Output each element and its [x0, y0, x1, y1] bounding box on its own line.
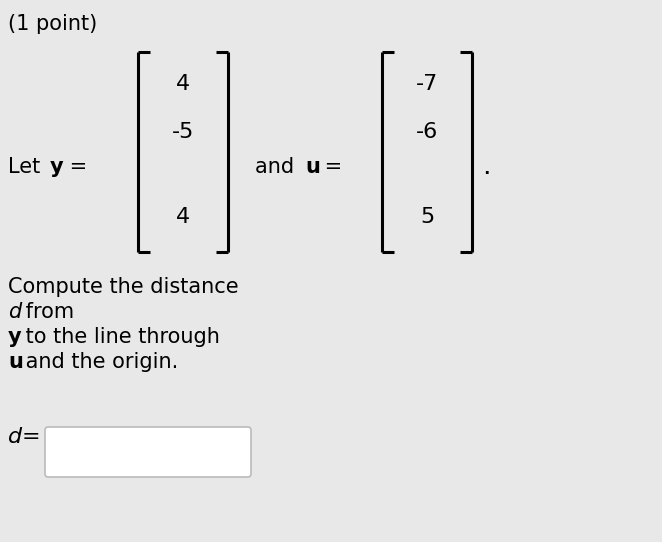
Text: 5: 5: [420, 207, 434, 227]
Text: u: u: [305, 157, 320, 177]
Text: -5: -5: [172, 122, 194, 142]
Text: to the line through: to the line through: [19, 327, 220, 347]
Text: d: d: [8, 302, 21, 322]
Text: from: from: [19, 302, 74, 322]
Text: =: =: [63, 157, 87, 177]
Text: 4: 4: [176, 74, 190, 94]
Text: d: d: [8, 427, 22, 447]
Text: =: =: [22, 427, 40, 447]
Text: 4: 4: [176, 207, 190, 227]
Text: =: =: [318, 157, 342, 177]
Text: u: u: [8, 352, 23, 372]
Text: y: y: [50, 157, 64, 177]
Text: Compute the distance: Compute the distance: [8, 277, 238, 297]
Text: .: .: [482, 154, 491, 180]
Text: Let: Let: [8, 157, 47, 177]
Text: and: and: [255, 157, 301, 177]
Text: -7: -7: [416, 74, 438, 94]
FancyBboxPatch shape: [45, 427, 251, 477]
Text: (1 point): (1 point): [8, 14, 97, 34]
Text: and the origin.: and the origin.: [19, 352, 178, 372]
Text: -6: -6: [416, 122, 438, 142]
Text: y: y: [8, 327, 22, 347]
